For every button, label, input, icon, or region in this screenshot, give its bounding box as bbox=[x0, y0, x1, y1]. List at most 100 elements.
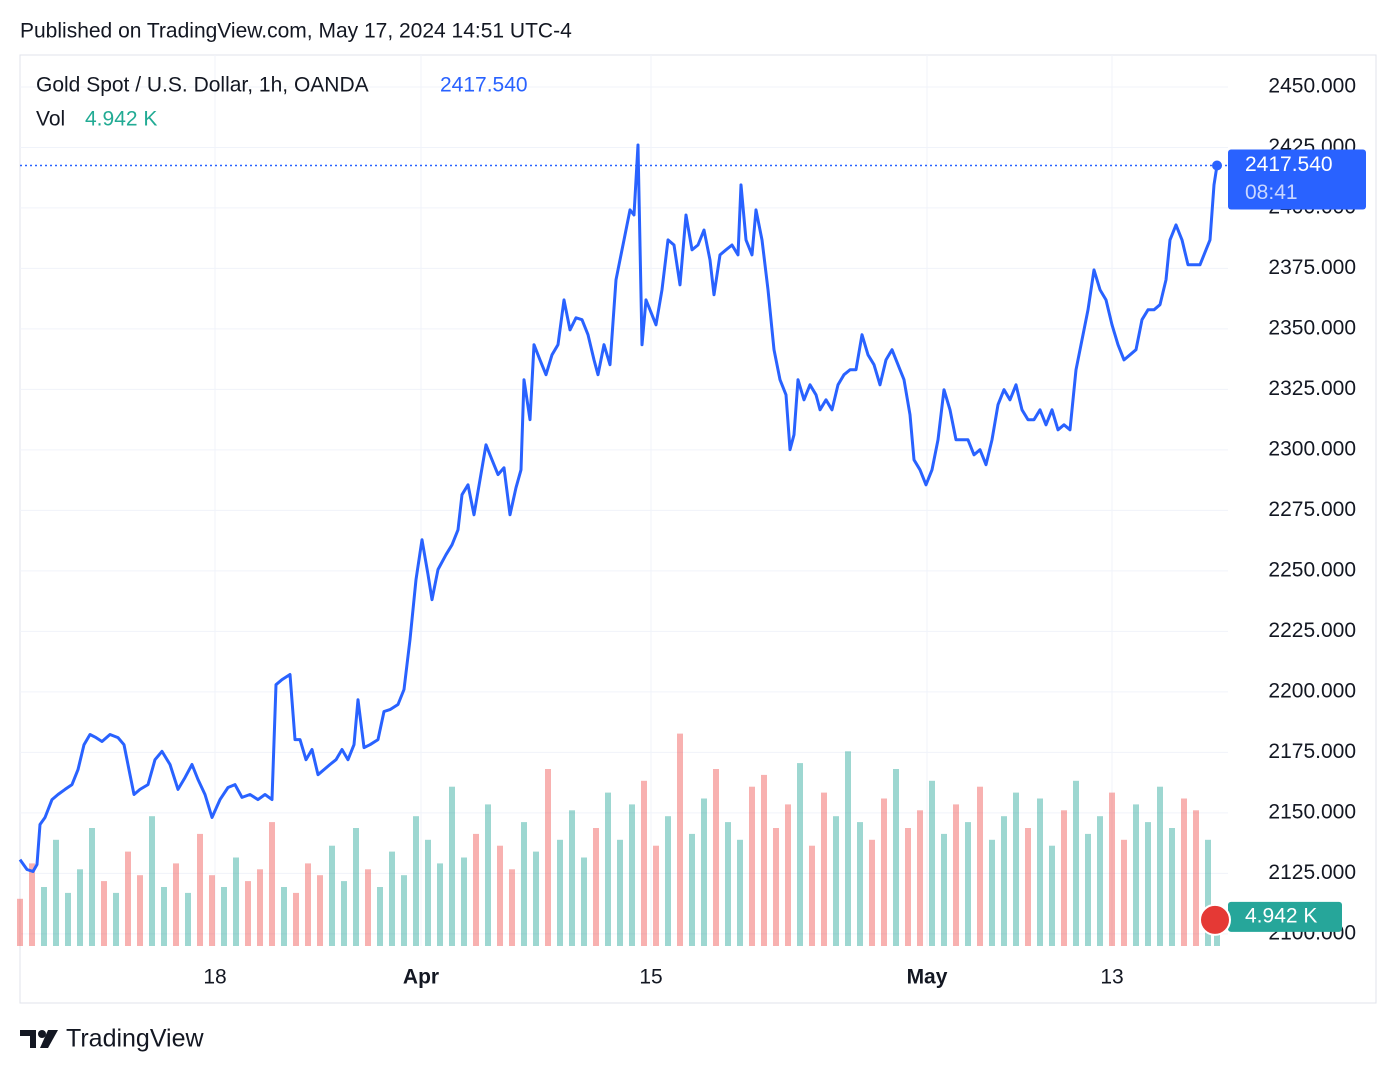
volume-bar bbox=[1037, 798, 1043, 946]
volume-bar bbox=[857, 822, 863, 946]
volume-bar bbox=[401, 875, 407, 946]
volume-bar bbox=[1169, 828, 1175, 946]
volume-bar bbox=[557, 839, 563, 946]
volume-bar bbox=[749, 786, 755, 946]
axes: 2100.0002125.0002150.0002175.0002200.000… bbox=[203, 74, 1356, 988]
published-note: Published on TradingView.com, May 17, 20… bbox=[20, 20, 572, 43]
x-tick-label: 15 bbox=[639, 966, 662, 989]
price-line bbox=[18, 143, 1219, 873]
y-tick-label: 2125.000 bbox=[1268, 861, 1356, 884]
volume-bar bbox=[917, 810, 923, 946]
grid bbox=[20, 55, 1228, 946]
chart-title: Gold Spot / U.S. Dollar, 1h, OANDA bbox=[36, 74, 369, 97]
last-price: 2417.540 bbox=[440, 74, 528, 97]
volume-bar bbox=[269, 822, 275, 946]
volume-bar bbox=[341, 881, 347, 946]
volume-bar bbox=[1025, 828, 1031, 946]
volume-bar bbox=[989, 839, 995, 946]
volume-bar bbox=[1193, 810, 1199, 946]
volume-bar bbox=[941, 833, 947, 946]
volume-bar bbox=[821, 792, 827, 946]
footer-logo bbox=[20, 1030, 58, 1048]
volume-bar bbox=[653, 845, 659, 946]
volume-bar bbox=[1181, 798, 1187, 946]
frame bbox=[19, 54, 1377, 1004]
y-tick-label: 2150.000 bbox=[1268, 800, 1356, 823]
volume-bar bbox=[449, 786, 455, 946]
volume-bar bbox=[473, 833, 479, 946]
volume-bar bbox=[485, 804, 491, 946]
volume-bar bbox=[1157, 786, 1163, 946]
volume-bar bbox=[1049, 845, 1055, 946]
volume-bar bbox=[281, 887, 287, 946]
volume-bar bbox=[413, 816, 419, 946]
volume-bar bbox=[233, 857, 239, 946]
volume-bar bbox=[245, 881, 251, 946]
volume-bar bbox=[497, 845, 503, 946]
volume-bar bbox=[665, 816, 671, 946]
volume-bar bbox=[53, 839, 59, 946]
volume-bar bbox=[1145, 822, 1151, 946]
volume-bar bbox=[1205, 839, 1211, 946]
y-tick-label: 2275.000 bbox=[1268, 498, 1356, 521]
volume-bar bbox=[761, 774, 767, 946]
volume-bar bbox=[113, 892, 119, 946]
price-layer bbox=[18, 143, 1228, 873]
volume-bar bbox=[1097, 816, 1103, 946]
volume-bar bbox=[89, 828, 95, 946]
volume-bar bbox=[533, 851, 539, 946]
volume-bar bbox=[437, 863, 443, 946]
volume-bar bbox=[185, 892, 191, 946]
volume-bar bbox=[617, 839, 623, 946]
brand: TradingView bbox=[66, 1025, 205, 1053]
y-tick-label: 2300.000 bbox=[1268, 437, 1356, 460]
volume-layer bbox=[17, 733, 1220, 946]
y-tick-label: 2325.000 bbox=[1268, 377, 1356, 400]
volume-bar bbox=[1073, 780, 1079, 946]
volume-bar bbox=[209, 875, 215, 946]
volume-bar bbox=[293, 892, 299, 946]
volume-bar bbox=[257, 869, 263, 946]
volume-bar bbox=[1133, 804, 1139, 946]
volume-bar bbox=[1061, 810, 1067, 946]
volume-bar bbox=[845, 751, 851, 946]
volume-bar bbox=[713, 769, 719, 946]
volume-bar bbox=[65, 892, 71, 946]
last-volume-axis-label: 4.942 K bbox=[1245, 904, 1317, 927]
volume-bar bbox=[41, 887, 47, 946]
y-tick-label: 2250.000 bbox=[1268, 558, 1356, 581]
volume-bar bbox=[1109, 792, 1115, 946]
flag-icon bbox=[1199, 903, 1231, 936]
volume-bar bbox=[737, 839, 743, 946]
volume-bar bbox=[605, 792, 611, 946]
volume-bar bbox=[893, 769, 899, 946]
volume-bar bbox=[629, 804, 635, 946]
volume-bar bbox=[929, 780, 935, 946]
volume-bar bbox=[725, 822, 731, 946]
volume-bar bbox=[161, 887, 167, 946]
volume-bar bbox=[509, 869, 515, 946]
volume-bar bbox=[1001, 816, 1007, 946]
y-tick-label: 2450.000 bbox=[1268, 74, 1356, 97]
volume-bar bbox=[137, 875, 143, 946]
last-price-box bbox=[1228, 149, 1366, 210]
volume-bar bbox=[125, 851, 131, 946]
volume-bar bbox=[905, 828, 911, 946]
volume-bar bbox=[1121, 839, 1127, 946]
volume-bar bbox=[797, 763, 803, 946]
volume-bar bbox=[329, 845, 335, 946]
volume-bar bbox=[641, 780, 647, 946]
volume-bar bbox=[977, 786, 983, 946]
volume-bar bbox=[365, 869, 371, 946]
x-tick-label: May bbox=[907, 966, 948, 989]
volume-bar bbox=[149, 816, 155, 946]
x-tick-label: Apr bbox=[403, 966, 439, 989]
y-tick-label: 2350.000 bbox=[1268, 316, 1356, 339]
y-tick-label: 2200.000 bbox=[1268, 679, 1356, 702]
last-volume-box bbox=[1228, 901, 1342, 932]
countdown: 08:41 bbox=[1245, 181, 1298, 204]
last-price-axis-label: 2417.540 bbox=[1245, 153, 1333, 176]
volume-bar bbox=[785, 804, 791, 946]
y-tick-label: 2225.000 bbox=[1268, 619, 1356, 642]
